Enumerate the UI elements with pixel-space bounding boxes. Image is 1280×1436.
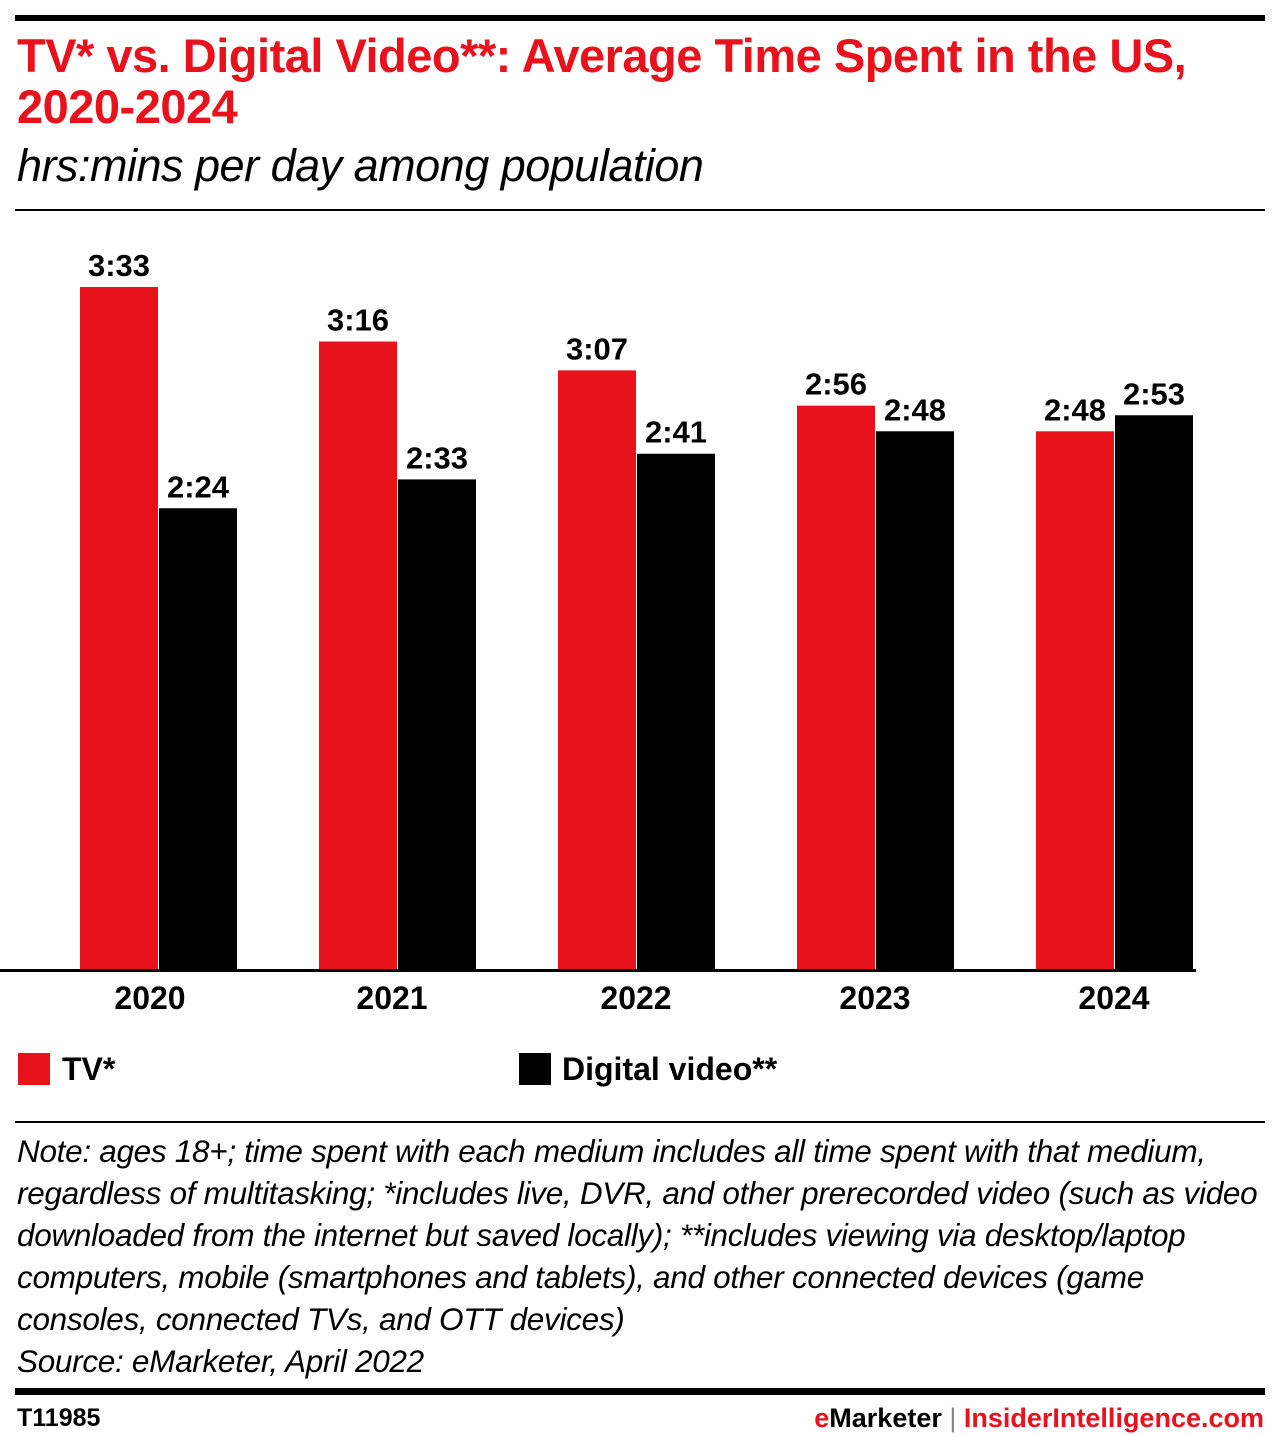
data-label: 2:48 [1044,392,1106,427]
brand-site: InsiderIntelligence.com [963,1403,1264,1433]
bar-2021-digital-video [398,479,476,970]
legend-swatch-tv [18,1053,50,1085]
data-label: 2:48 [884,392,946,427]
bar-2024-digital-video [1115,415,1193,970]
brand-separator: | [949,1403,957,1433]
legend-label-digital-video: Digital video** [562,1051,778,1087]
brand-footer: eMarketer | InsiderIntelligence.com [814,1403,1264,1434]
header-divider [15,209,1265,211]
data-label: 3:07 [566,331,628,366]
data-label: 3:33 [88,248,150,283]
bar-2020-tv [80,287,158,970]
bar-2023-digital-video [876,431,954,970]
data-label: 2:33 [406,440,468,475]
bar-2023-tv [797,405,875,970]
data-label: 2:56 [805,367,867,402]
chart-subtitle: hrs:mins per day among population [17,140,704,191]
legend: TV* Digital video** [0,1048,1280,1092]
bar-2022-tv [558,370,636,970]
chart-title: TV* vs. Digital Video**: Average Time Sp… [17,29,1187,133]
source-text: Source: eMarketer, April 2022 [17,1343,424,1379]
note-divider [15,1121,1265,1123]
x-tick-label: 2024 [1078,980,1149,1016]
chart-id: T11985 [17,1404,101,1432]
data-label: 2:24 [167,469,230,504]
brand-marketer: Marketer [829,1403,942,1433]
legend-label-tv: TV* [62,1051,116,1087]
brand-e: e [814,1403,830,1433]
x-tick-label: 2021 [356,980,427,1016]
x-tick-label: 2022 [600,980,671,1016]
x-axis-line [0,969,1196,972]
legend-swatch-digital-video [519,1053,551,1085]
bar-2021-tv [319,341,397,970]
bar-2020-digital-video [159,508,237,970]
top-rule [15,15,1265,21]
bottom-rule [15,1388,1265,1395]
data-label: 3:16 [327,303,389,338]
x-tick-label: 2020 [114,980,185,1016]
data-label: 2:41 [645,415,707,450]
footnote: Note: ages 18+; time spent with each med… [17,1130,1272,1382]
bar-2024-tv [1036,431,1114,970]
x-tick-label: 2023 [839,980,910,1016]
data-label: 2:53 [1123,376,1185,411]
note-text: Note: ages 18+; time spent with each med… [17,1133,1258,1337]
bar-2022-digital-video [637,453,715,970]
bar-chart: 3:33 2:24 2020 3:16 2:33 2021 3:07 2:41 2022 2:56… [0,248,1196,1016]
